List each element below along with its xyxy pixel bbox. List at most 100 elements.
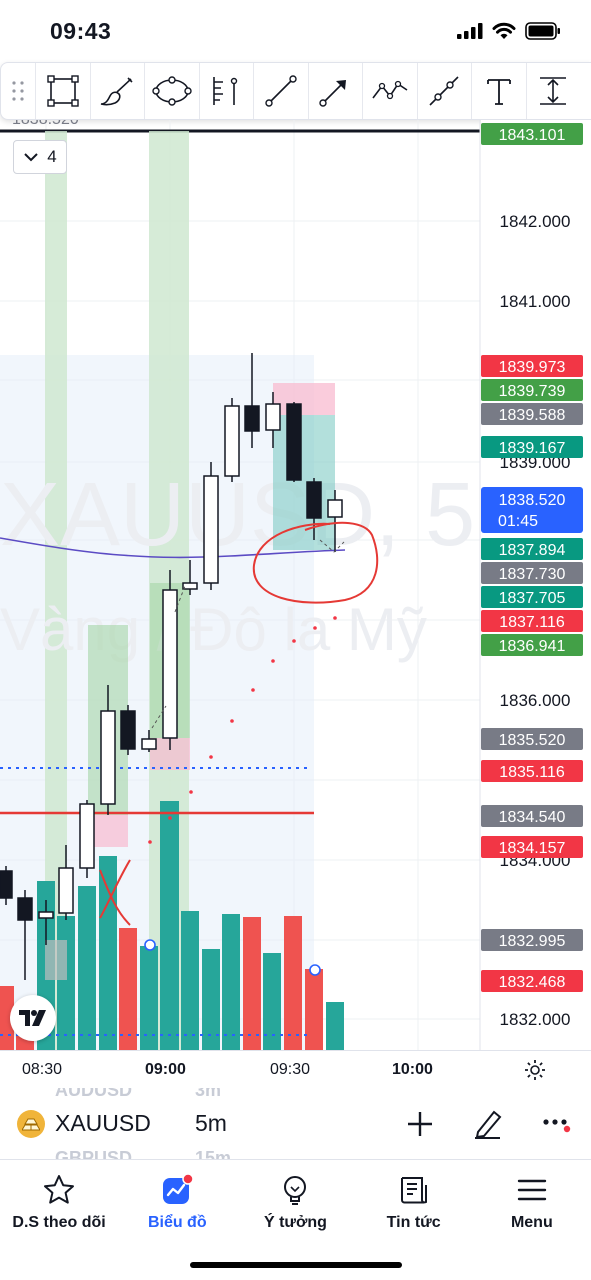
nav-label: Biểu đồ: [147, 1214, 207, 1231]
legend-count: 4: [47, 147, 57, 166]
price-badge: 1839.588: [481, 403, 583, 425]
tradingview-logo-icon: [19, 1010, 46, 1026]
lightbulb-icon: [277, 1172, 313, 1208]
chart-icon: [159, 1172, 195, 1208]
moving-average: [0, 537, 346, 559]
fib-tool[interactable]: [198, 63, 254, 119]
timeframe-selector[interactable]: 5m: [195, 1110, 227, 1136]
drag-handle-icon[interactable]: [1, 63, 35, 119]
price-badge: 1837.705: [481, 586, 583, 608]
price-badge-label: 1839.167: [499, 440, 566, 457]
nav-chart[interactable]: Biểu đồ: [118, 1160, 236, 1280]
nav-label: Menu: [510, 1214, 553, 1231]
nav-watchlist[interactable]: D.S theo dõi: [0, 1160, 118, 1280]
rectangle-tool[interactable]: [35, 63, 90, 119]
price-badge: 1837.894: [481, 538, 583, 560]
time-label: 09:30: [270, 1061, 311, 1078]
symbol-name[interactable]: XAUUSD: [55, 1110, 151, 1136]
menu-icon: [514, 1172, 550, 1208]
nav-ideas[interactable]: Ý tưởng: [236, 1160, 354, 1280]
home-indicator: [190, 1262, 402, 1268]
ellipse-icon: [152, 76, 192, 106]
bottom-navigation: D.S theo dõi Biểu đồ Ý tưởng: [0, 1160, 591, 1280]
battery-icon: [525, 22, 560, 40]
more-icon: [543, 1119, 571, 1133]
price-badge: 1836.941: [481, 634, 583, 656]
fib-icon: [213, 77, 238, 105]
hand-drawn-cross: [99, 859, 131, 926]
symbol-bar: AUDUSD 3m GBPUSD 15m XAUUSD 5m: [0, 1088, 591, 1160]
drawing-tools-button[interactable]: [470, 1106, 506, 1142]
price-badge: 1832.995: [481, 929, 583, 951]
status-icons: [457, 22, 561, 40]
price-badge: 1837.730: [481, 562, 583, 584]
price-badge: 1843.101: [481, 123, 583, 145]
time-label: 08:30: [22, 1061, 63, 1078]
measure-tool[interactable]: [525, 63, 581, 119]
nav-news[interactable]: Tin tức: [355, 1160, 473, 1280]
price-badge: 1834.157: [481, 836, 583, 858]
price-chart[interactable]: 1838.520 XAUUSD, 5 Vàng / Đô la Mỹ: [0, 120, 591, 1050]
path-icon: [372, 80, 408, 100]
price-badges: 1843.101 1839.973 1839.739 1839.588 1839.167…: [481, 123, 583, 992]
brush-tool[interactable]: [89, 63, 145, 119]
price-badge-label: 1839.973: [499, 359, 566, 376]
nav-label: Tin tức: [386, 1214, 441, 1231]
ray-icon: [429, 76, 459, 106]
gear-icon[interactable]: [523, 1058, 547, 1082]
ghost-symbol-next: GBPUSD: [55, 1148, 133, 1160]
price-badge: 1837.116: [481, 610, 583, 632]
time-label: 09:00: [145, 1061, 186, 1078]
price-tick-label: 1842.000: [500, 212, 571, 231]
more-options-button[interactable]: [538, 1106, 574, 1142]
wifi-icon: [492, 22, 516, 39]
news-icon: [396, 1172, 432, 1208]
time-axis[interactable]: 08:30 09:00 09:30 10:00: [0, 1050, 591, 1088]
rectangle-icon: [47, 75, 79, 107]
measure-icon: [540, 77, 567, 105]
hand-drawn-circle: [252, 521, 379, 604]
price-badge-label: 1835.520: [499, 732, 566, 749]
current-price: 1838.520: [499, 492, 566, 509]
ghost-timeframe-next: 15m: [195, 1148, 232, 1160]
short-position-stop: [273, 383, 335, 415]
gold-bar-icon: [17, 1110, 45, 1138]
watermark-symbol: XAUUSD, 5: [0, 465, 475, 565]
star-icon: [41, 1172, 77, 1208]
price-badge-label: 1837.705: [499, 590, 566, 607]
watermark-name: Vàng / Đô la Mỹ: [0, 596, 427, 663]
text-tool[interactable]: [471, 63, 526, 119]
add-button[interactable]: [402, 1106, 438, 1142]
ghost-symbol-prev: AUDUSD: [55, 1088, 133, 1100]
plus-icon: [408, 1112, 432, 1136]
price-badge-label: 1836.941: [499, 638, 566, 655]
drawing-toolbar: [0, 62, 591, 120]
tradingview-logo[interactable]: [10, 995, 56, 1041]
cellular-signal-icon: [457, 23, 483, 39]
nav-menu[interactable]: Menu: [473, 1160, 591, 1280]
chart-area[interactable]: 1838.520 XAUUSD, 5 Vàng / Đô la Mỹ: [0, 120, 591, 1050]
ray-tool[interactable]: [416, 63, 472, 119]
status-time: 09:43: [50, 18, 112, 44]
path-tool[interactable]: [362, 63, 417, 119]
price-badge: 1839.973: [481, 355, 583, 377]
price-badge: 1835.520: [481, 728, 583, 750]
arrow-tool[interactable]: [307, 63, 363, 119]
price-badge-label: 1837.116: [499, 614, 565, 631]
time-label: 10:00: [392, 1061, 433, 1078]
candle-countdown: 01:45: [498, 513, 538, 530]
trend-line-tool[interactable]: [253, 63, 308, 119]
brush-icon: [101, 77, 133, 106]
price-tick-label: 1841.000: [500, 292, 571, 311]
nav-label: Ý tưởng: [263, 1214, 327, 1231]
status-bar: 09:43: [0, 0, 591, 62]
price-tick-label: 1832.000: [500, 1010, 571, 1029]
nav-label: D.S theo dõi: [12, 1214, 106, 1231]
price-badge: 1839.167: [481, 436, 583, 458]
ellipse-tool[interactable]: [144, 63, 199, 119]
price-badge: 1832.468: [481, 970, 583, 992]
trend-line-icon: [265, 75, 297, 107]
ghost-timeframe-prev: 3m: [195, 1088, 222, 1100]
current-price-badge: 1838.520 01:45: [481, 487, 583, 533]
legend-collapse-button[interactable]: 4: [13, 140, 67, 174]
